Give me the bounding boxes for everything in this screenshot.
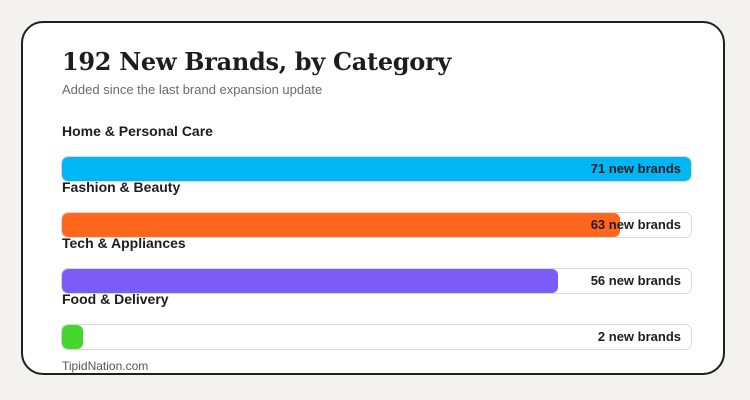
chart-subtitle: Added since the last brand expansion upd…: [62, 82, 323, 97]
bar-track: 56 new brands: [61, 268, 692, 294]
bar-value-label: 56 new brands: [590, 273, 681, 288]
bar: [62, 213, 621, 237]
category-label: Home & Personal Care: [62, 123, 213, 139]
bar-track: 2 new brands: [61, 324, 692, 350]
source-credit: TipidNation.com: [62, 359, 149, 373]
category-label: Tech & Appliances: [62, 235, 186, 251]
bar-track: 63 new brands: [61, 212, 692, 238]
category-label: Fashion & Beauty: [62, 179, 181, 195]
bar-value-label: 63 new brands: [590, 217, 681, 232]
bar-track: 71 new brands: [61, 156, 692, 182]
bar-value-label: 71 new brands: [590, 161, 681, 176]
category-label: Food & Delivery: [62, 291, 169, 307]
chart-title: 192 New Brands, by Category: [62, 47, 451, 76]
bar-value-label: 2 new brands: [597, 329, 681, 344]
chart-card: 192 New Brands, by Category Added since …: [21, 21, 725, 375]
bar: [62, 269, 559, 293]
bar: [62, 157, 691, 181]
bar: [62, 325, 83, 349]
